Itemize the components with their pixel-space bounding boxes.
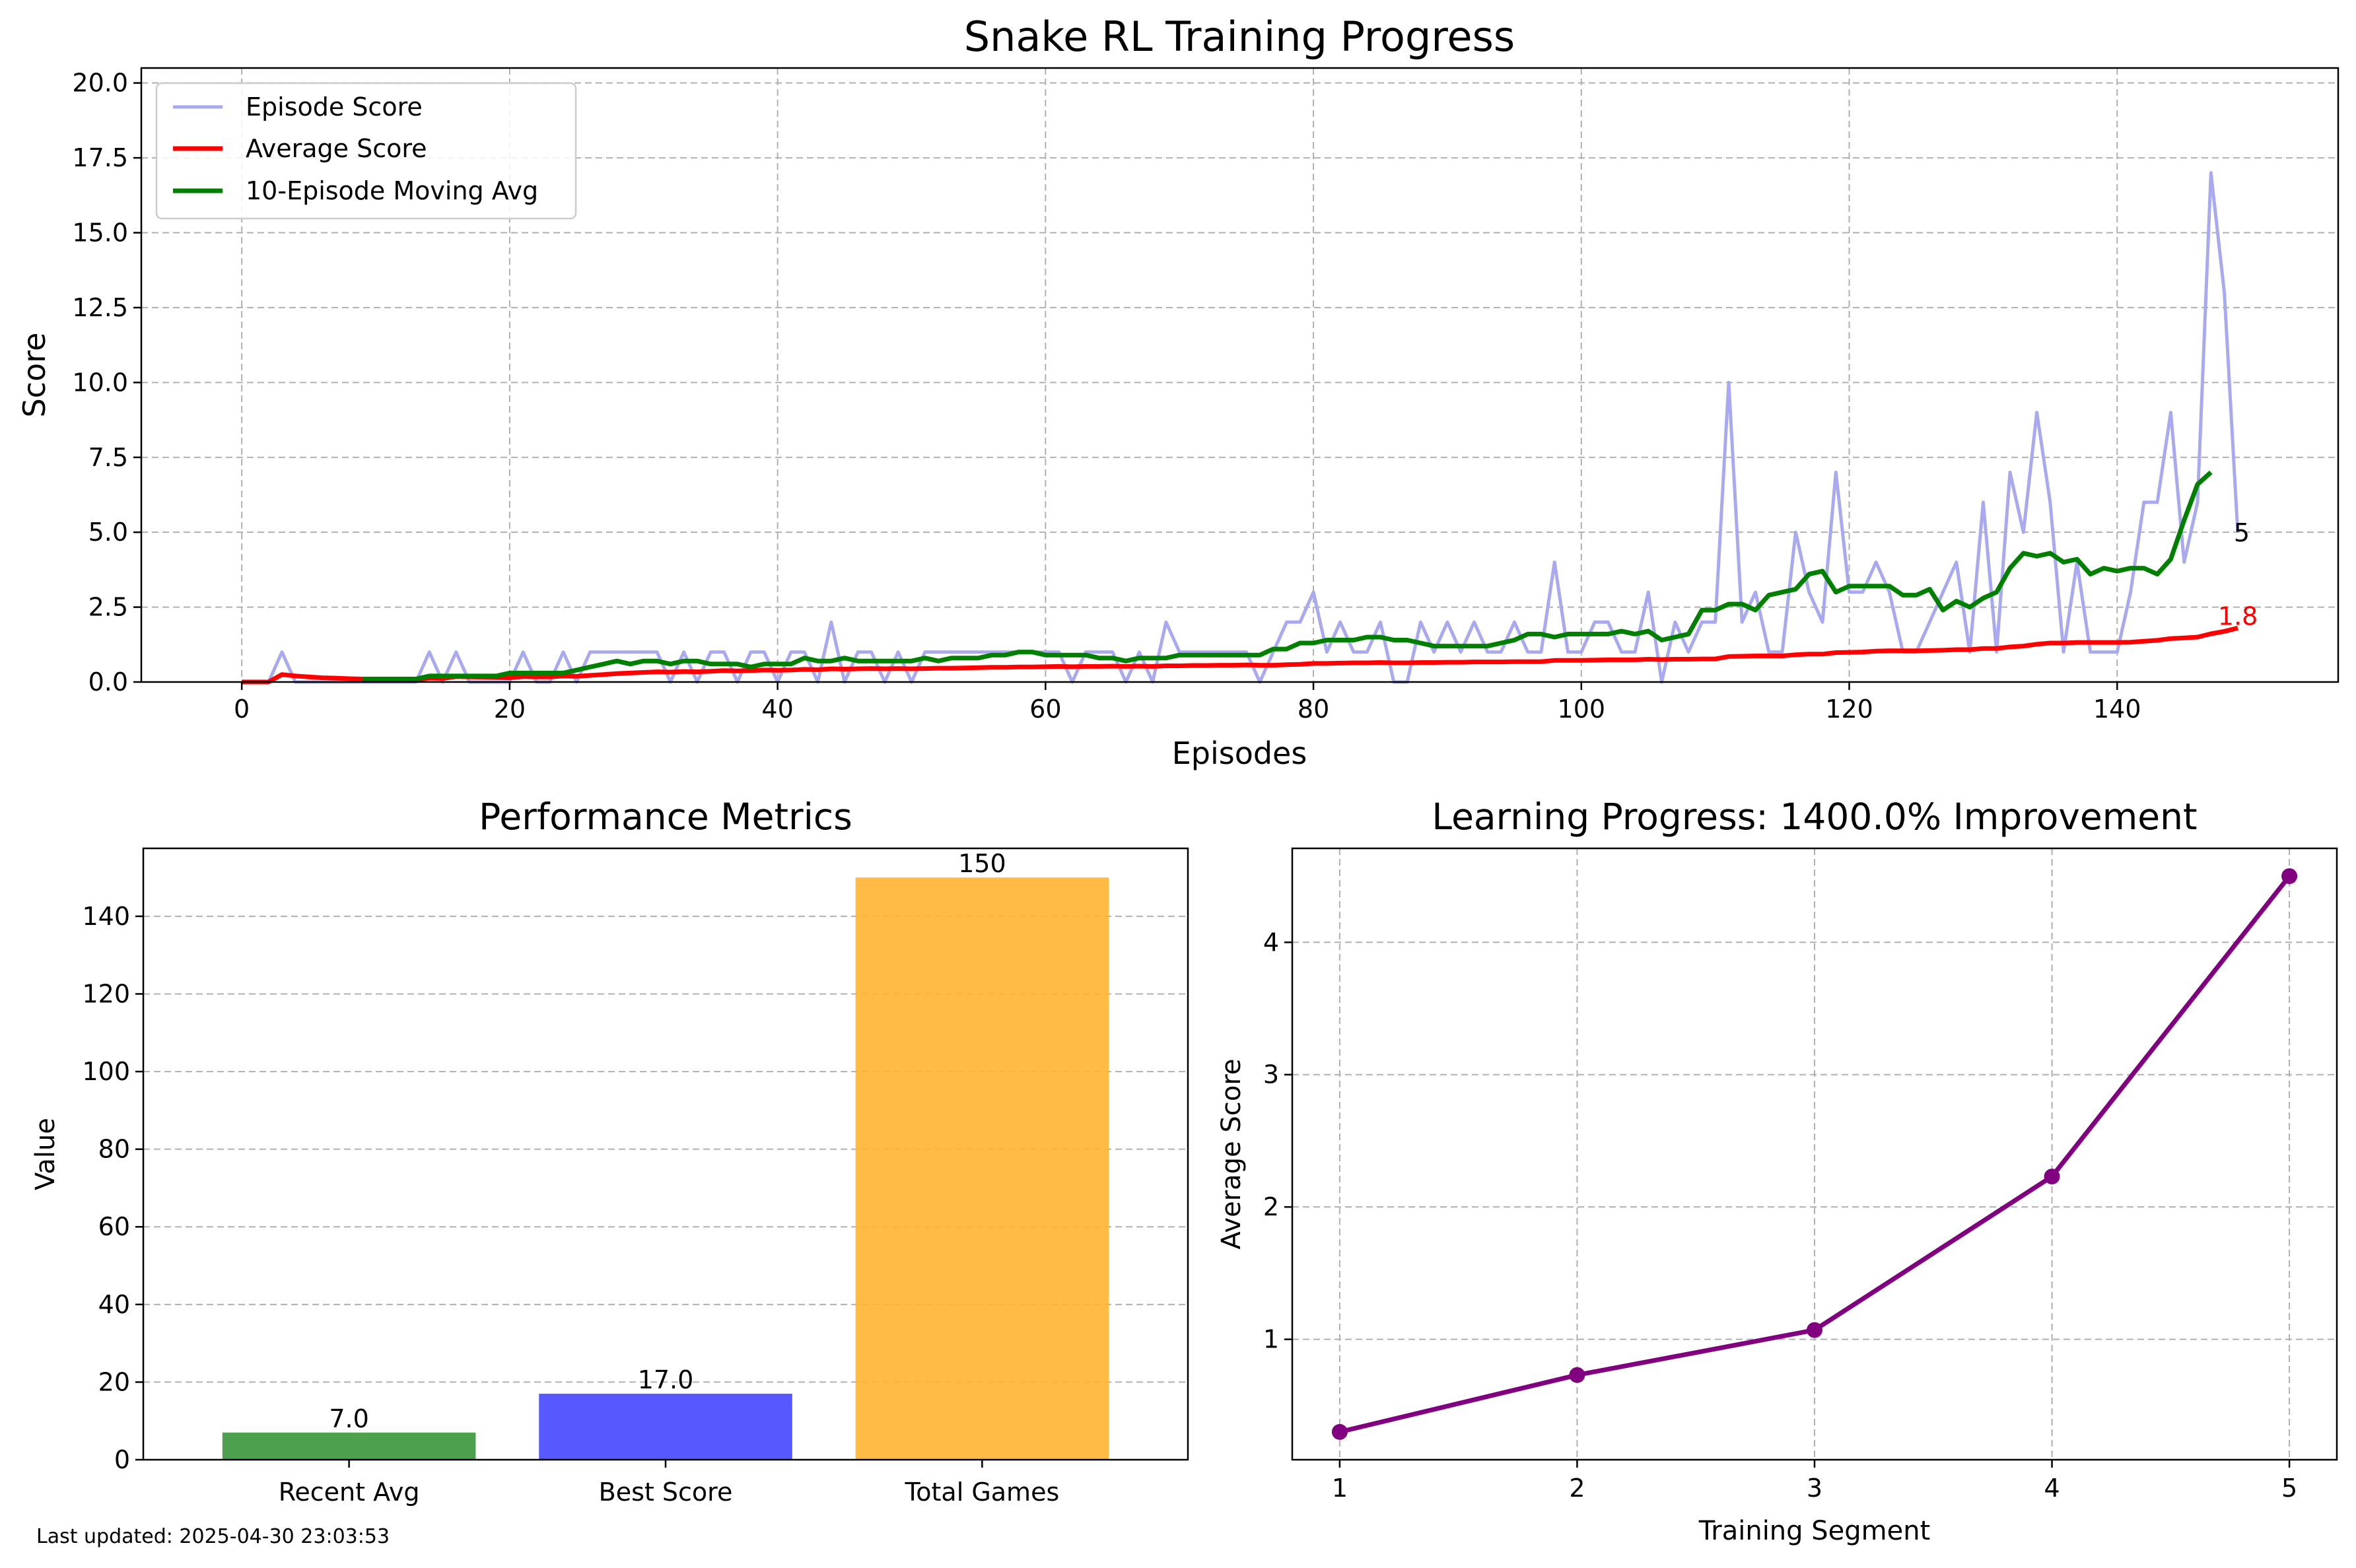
top-y-tick-label: 17.5 [72,143,128,172]
top-y-tick-label: 10.0 [72,368,128,397]
learning-progress-point [1569,1367,1585,1383]
learning-plot-frame [1291,847,2338,1461]
learning-chart-title: Learning Progress: 1400.0% Improvement [1432,796,2197,838]
top-x-tick-label: 80 [1298,695,1329,724]
performance-metrics-chart: Performance Metrics 7.0 17.0 150 0 20 40 60 80… [30,796,1189,1507]
top-xlabel: Episodes [1172,735,1307,771]
top-x-tick-label: 100 [1558,695,1606,724]
best-score-bar [539,1394,792,1460]
metrics-y-tick-label: 60 [98,1212,130,1241]
metrics-y-tick-label: 40 [98,1290,130,1319]
learning-progress-point [1807,1322,1822,1338]
top-y-tick-label: 20.0 [72,69,128,98]
learning-x-tick-label: 2 [1569,1474,1585,1503]
learning-x-tick-label: 3 [1807,1474,1822,1503]
learning-y-tick-label: 1 [1263,1325,1279,1354]
metrics-chart-title: Performance Metrics [479,796,852,838]
learning-x-tick-label: 1 [1332,1474,1348,1503]
metrics-y-tick-label: 140 [82,902,130,931]
metrics-category-label: Best Score [599,1478,733,1507]
learning-y-tick-label: 4 [1263,928,1279,957]
top-x-tick-label: 20 [494,695,526,724]
moving-average-line [362,470,2213,681]
top-x-tick-label: 0 [234,695,250,724]
top-x-tick-label: 140 [2093,695,2141,724]
top-y-tick-label: 2.5 [88,593,128,622]
metrics-category-label: Recent Avg [279,1478,420,1507]
learning-y-tick-label: 3 [1263,1060,1279,1089]
learning-x-tick-label: 4 [2044,1474,2060,1503]
learning-progress-point [2281,868,2298,885]
training-progress-chart: Snake RL Training Progress 0 20 40 60 80 100 1… [17,13,2339,771]
last-average-score-label: 1.8 [2218,601,2258,631]
bar-value-label: 17.0 [638,1365,694,1394]
metrics-y-tick-label: 100 [82,1057,130,1086]
legend-episode-label: Episode Score [246,92,423,121]
metrics-y-tick-label: 0 [114,1445,130,1474]
legend-box [155,82,577,220]
last-updated-text: Last updated: 2025-04-30 23:03:53 [36,1525,390,1548]
metrics-ylabel: Value [30,1118,61,1190]
total-games-bar [855,877,1109,1460]
top-y-tick-label: 7.5 [88,443,128,472]
top-y-tick-label: 5.0 [88,518,128,547]
legend-moving-label: 10-Episode Moving Avg [246,176,538,205]
last-episode-score-label: 5 [2234,518,2250,547]
legend-average-label: Average Score [246,134,427,163]
top-x-tick-label: 60 [1029,695,1061,724]
recent-avg-bar [222,1432,476,1460]
top-y-tick-label: 15.0 [72,219,128,248]
top-legend: Episode Score Average Score 10-Episode M… [155,82,577,220]
metrics-category-label: Total Games [905,1478,1060,1507]
average-score-line [242,625,2238,685]
metrics-y-tick-label: 120 [82,979,130,1008]
top-plot-frame [140,67,2339,683]
bar-value-label: 150 [958,849,1006,878]
top-chart-title: Snake RL Training Progress [964,13,1515,61]
learning-ylabel: Average Score [1216,1058,1247,1249]
learning-progress-point [1331,1423,1348,1440]
learning-progress-point [2044,1169,2060,1185]
top-ylabel: Score [17,333,52,418]
learning-progress-chart: Learning Progress: 1400.0% Improvement 1… [1216,796,2338,1546]
top-y-tick-label: 12.5 [72,293,128,322]
top-x-tick-label: 120 [1825,695,1873,724]
metrics-y-tick-label: 80 [98,1135,130,1164]
metrics-plot-frame [142,847,1189,1461]
learning-x-tick-label: 5 [2281,1474,2297,1503]
top-y-tick-label: 0.0 [88,667,128,697]
learning-y-tick-label: 2 [1263,1192,1279,1221]
metrics-y-tick-label: 20 [98,1367,130,1396]
learning-xlabel: Training Segment [1698,1516,1931,1546]
bar-value-label: 7.0 [329,1404,368,1433]
top-x-tick-label: 40 [761,695,793,724]
